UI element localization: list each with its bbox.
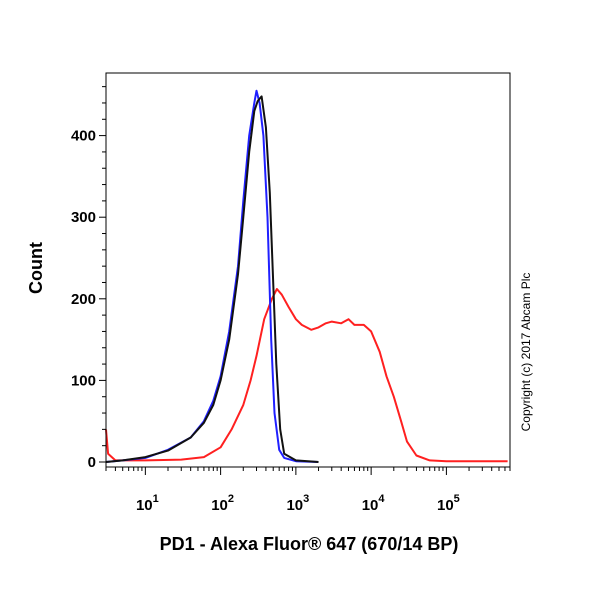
y-tick-label: 400	[71, 128, 96, 145]
copyright-notice: Copyright (c) 2017 Abcam Plc	[519, 273, 533, 432]
x-tick-label: 104	[362, 493, 386, 514]
plot-area	[105, 89, 508, 463]
series-line-3	[105, 95, 319, 463]
x-tick-label: 102	[211, 493, 234, 514]
x-axis-title: PD1 - Alexa Fluor® 647 (670/14 BP)	[160, 534, 459, 554]
y-tick-label: 300	[71, 209, 96, 226]
y-tick-label: 200	[71, 291, 96, 308]
y-axis-title: Count	[26, 242, 46, 294]
x-tick-label: 101	[136, 493, 159, 514]
plot-frame	[105, 72, 511, 468]
x-tick-label: 103	[286, 493, 309, 514]
y-tick-label: 0	[88, 454, 96, 471]
y-tick-label: 100	[71, 372, 96, 389]
series-line-1	[105, 288, 508, 463]
x-tick-label: 105	[437, 493, 460, 514]
axis-ticks	[99, 86, 511, 475]
tick-labels: 0 100 200 300 400 101 102 103 104 105	[71, 128, 460, 514]
